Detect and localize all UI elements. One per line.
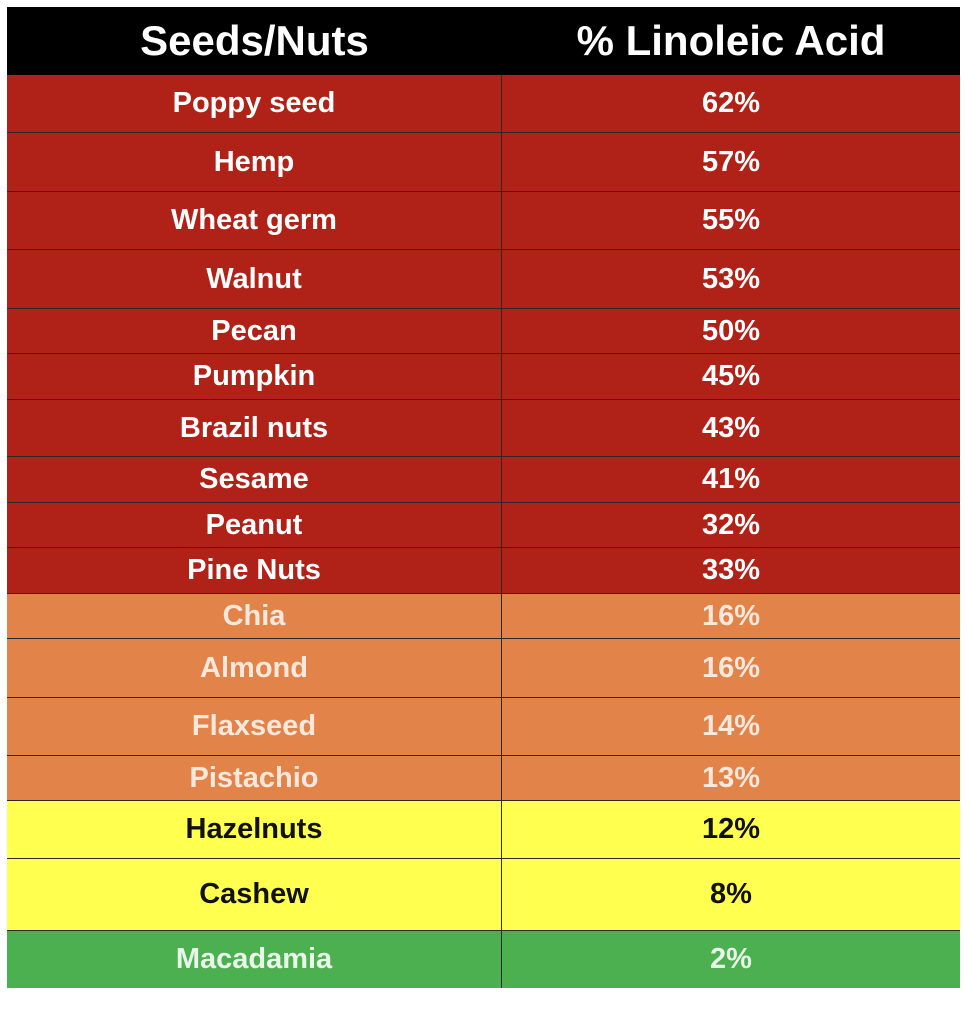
seed-nut-name-cell: Wheat germ: [7, 192, 502, 249]
table-row: Walnut 53%: [7, 250, 960, 309]
linoleic-acid-value-cell: 32%: [701, 508, 761, 541]
linoleic-acid-value-cell: 33%: [701, 554, 761, 586]
linoleic-acid-value-cell: 57%: [701, 145, 761, 178]
column-header-linoleic-acid: % Linoleic Acid: [576, 17, 886, 64]
seed-nut-name-cell: Peanut: [7, 503, 502, 547]
table-row: Hazelnuts 12%: [7, 801, 960, 859]
table-row: Pecan 50%: [7, 309, 960, 354]
seed-nut-name-cell: Macadamia: [7, 931, 502, 988]
linoleic-acid-value-cell: 16%: [701, 599, 761, 632]
seed-nut-name-cell: Hazelnuts: [7, 801, 502, 858]
seed-nut-name-cell: Sesame: [7, 457, 502, 502]
linoleic-acid-value-cell: 53%: [701, 262, 761, 295]
seed-nut-name-cell: Brazil nuts: [7, 400, 502, 456]
seed-nut-name-cell: Almond: [7, 639, 502, 697]
linoleic-acid-table: Seeds/Nuts % Linoleic Acid Poppy seed 62%…: [7, 7, 960, 988]
table-header-row: Seeds/Nuts % Linoleic Acid: [7, 7, 960, 75]
table-row: Brazil nuts 43%: [7, 400, 960, 457]
linoleic-acid-value-cell: 13%: [701, 761, 761, 794]
seed-nut-name-cell: Flaxseed: [7, 698, 502, 755]
seed-nut-name-cell: Walnut: [7, 250, 502, 308]
seed-nut-name-cell: Pecan: [7, 309, 502, 353]
seed-nut-name-cell: Poppy seed: [7, 75, 502, 132]
table-row: Pine Nuts 33%: [7, 548, 960, 594]
linoleic-acid-value-cell: 14%: [701, 710, 761, 742]
table-row: Poppy seed 62%: [7, 75, 960, 133]
table-row: Pistachio 13%: [7, 756, 960, 801]
linoleic-acid-value-cell: 45%: [701, 360, 761, 392]
table-body: Poppy seed 62% Hemp 57% Wheat germ 55% Walnut 5…: [7, 75, 960, 988]
table-row: Pumpkin 45%: [7, 354, 960, 400]
column-header-seeds-nuts: Seeds/Nuts: [140, 17, 369, 64]
table-row: Chia 16%: [7, 594, 960, 639]
linoleic-acid-value-cell: 2%: [710, 943, 752, 975]
table-row: Peanut 32%: [7, 503, 960, 548]
linoleic-acid-value-cell: 43%: [701, 411, 761, 444]
seed-nut-name-cell: Cashew: [7, 859, 502, 930]
seed-nut-name-cell: Chia: [7, 594, 502, 638]
table-row: Flaxseed 14%: [7, 698, 960, 756]
seed-nut-name-cell: Pine Nuts: [7, 548, 502, 593]
linoleic-acid-value-cell: 41%: [701, 463, 761, 495]
seed-nut-name-cell: Pumpkin: [7, 354, 502, 399]
linoleic-acid-value-cell: 8%: [710, 878, 752, 910]
linoleic-acid-value-cell: 62%: [701, 87, 761, 119]
linoleic-acid-value-cell: 50%: [701, 314, 761, 347]
table-row: Almond 16%: [7, 639, 960, 698]
table-row: Sesame 41%: [7, 457, 960, 503]
table-row: Hemp 57%: [7, 133, 960, 192]
table-row: Cashew 8%: [7, 859, 960, 931]
linoleic-acid-value-cell: 55%: [701, 204, 761, 236]
seed-nut-name-cell: Hemp: [7, 133, 502, 191]
table-row: Wheat germ 55%: [7, 192, 960, 250]
linoleic-acid-value-cell: 16%: [701, 651, 761, 684]
linoleic-acid-value-cell: 12%: [701, 813, 761, 845]
seed-nut-name-cell: Pistachio: [7, 756, 502, 800]
table-row: Macadamia 2%: [7, 931, 960, 988]
